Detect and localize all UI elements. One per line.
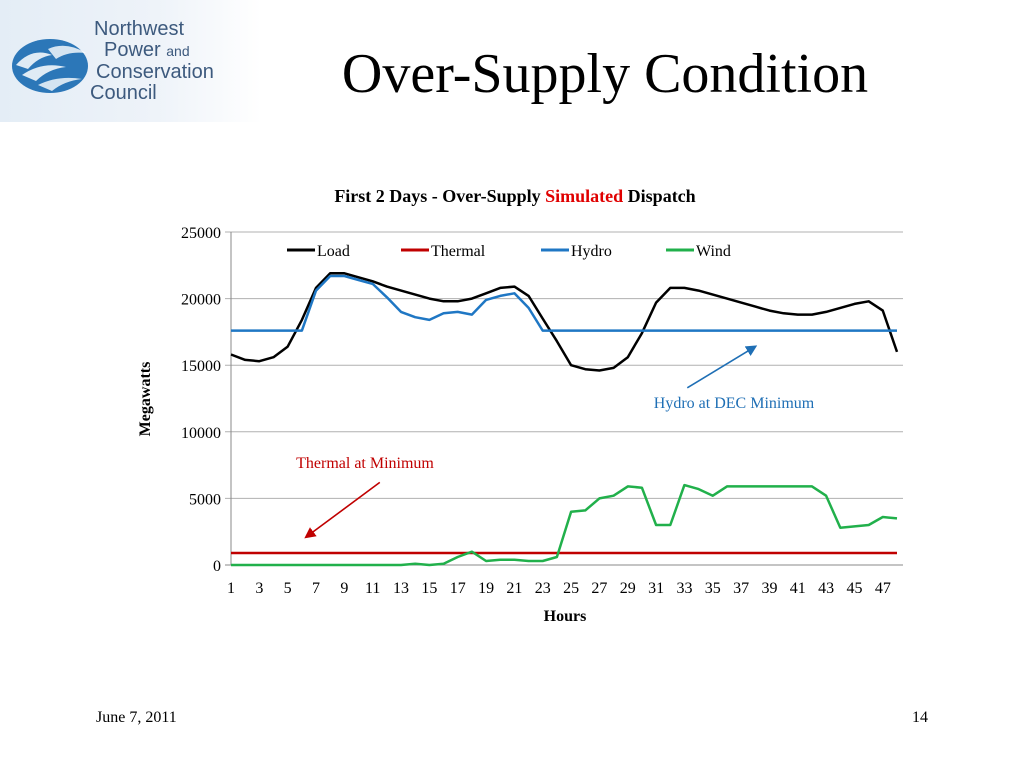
x-tick-label: 25: [563, 580, 579, 597]
x-tick-label: 15: [421, 580, 437, 597]
x-tick-label: 9: [340, 580, 348, 597]
y-tick-label: 15000: [181, 358, 221, 375]
series-line-wind: [231, 483, 898, 567]
x-tick-label: 13: [393, 580, 409, 597]
logo-line-3: Conservation: [96, 61, 214, 83]
x-tick-label: 41: [790, 580, 806, 597]
x-axis-label: Hours: [544, 608, 587, 625]
y-tick-label: 0: [213, 558, 221, 575]
annotation-label: Hydro at DEC Minimum: [654, 395, 815, 412]
annotation-label: Thermal at Minimum: [296, 455, 434, 472]
logo-line-2-small: and: [166, 43, 190, 59]
x-tick-label: 43: [818, 580, 834, 597]
x-tick-label: 19: [478, 580, 494, 597]
x-tick-label: 39: [761, 580, 777, 597]
legend-label-wind: Wind: [696, 243, 731, 260]
chart-title-highlight: Simulated: [545, 186, 623, 206]
slide-title: Over-Supply Condition: [341, 43, 869, 105]
series-line-load: [230, 272, 899, 372]
logo-band: Northwest Power and Conservation Council: [0, 0, 262, 122]
x-tick-label: 5: [284, 580, 292, 597]
x-tick-label: 33: [676, 580, 692, 597]
chart-title-part-3: Dispatch: [623, 186, 696, 206]
y-tick-label: 10000: [181, 425, 221, 442]
chart-title-part-1: First 2 Days - Over-Supply: [334, 186, 545, 206]
legend-label-thermal: Thermal: [431, 243, 486, 260]
chart-title: First 2 Days - Over-Supply Simulated Dis…: [334, 186, 695, 206]
x-tick-label: 31: [648, 580, 664, 597]
series-line-hydro: [231, 274, 897, 332]
x-tick-label: 17: [450, 580, 466, 597]
x-tick-label: 11: [365, 580, 380, 597]
grid-lines: [225, 231, 903, 499]
x-tick-label: 1: [227, 580, 235, 597]
y-tick-label: 25000: [181, 225, 221, 242]
logo-line-1: Northwest: [94, 18, 185, 40]
council-logo-icon: [12, 39, 88, 93]
x-tick-label: 37: [733, 580, 749, 597]
annotations: Thermal at Minimum Hydro at DEC Minimum: [296, 345, 815, 539]
logo-line-4: Council: [90, 82, 157, 104]
x-tick-label: 23: [535, 580, 551, 597]
y-tick-label: 5000: [189, 491, 221, 508]
legend-label-load: Load: [317, 243, 350, 260]
legend: Load Thermal Hydro Wind: [287, 243, 731, 260]
page-number: 14: [912, 709, 928, 726]
x-tick-label: 3: [255, 580, 263, 597]
x-tick-label: 7: [312, 580, 320, 597]
annotation-arrow: [304, 481, 381, 539]
y-tick-label: 20000: [181, 292, 221, 309]
x-tick-label: 27: [591, 580, 607, 597]
x-tick-label: 45: [846, 580, 862, 597]
series-lines: [230, 272, 899, 567]
footer-date: June 7, 2011: [96, 709, 177, 726]
logo-line-2: Power and: [104, 39, 190, 61]
x-tick-label: 29: [620, 580, 636, 597]
x-tick-label: 35: [705, 580, 721, 597]
legend-label-hydro: Hydro: [571, 243, 612, 260]
annotation-arrow: [686, 345, 758, 389]
x-tick-label: 47: [875, 580, 891, 597]
x-tick-label: 21: [506, 580, 522, 597]
y-axis-label: Megawatts: [137, 362, 154, 437]
council-logo-text: Northwest Power and Conservation Council: [90, 19, 260, 104]
